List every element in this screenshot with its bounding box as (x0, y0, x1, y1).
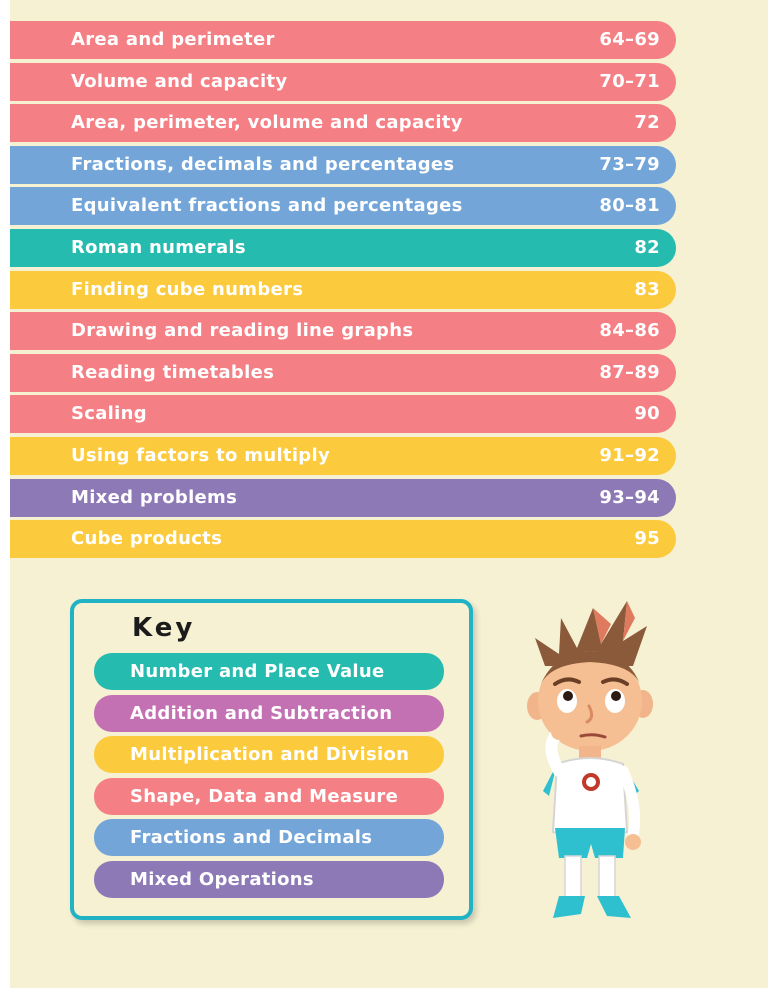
toc-row[interactable]: Equivalent fractions and percentages 80–… (10, 187, 676, 226)
toc-row[interactable]: Reading timetables 87–89 (10, 353, 676, 392)
toc-page-range: 83 (634, 278, 660, 300)
toc-topic-title: Mixed problems (71, 486, 238, 508)
thinking-boy-character-icon (527, 601, 653, 918)
toc-topic-title: Finding cube numbers (71, 278, 304, 300)
toc-topic-title: Scaling (71, 403, 147, 425)
toc-row[interactable]: Mixed problems 93–94 (10, 478, 676, 517)
key-item-label: Multiplication and Division (130, 744, 410, 765)
key-item-label: Shape, Data and Measure (130, 785, 399, 807)
key-item-addition-subtraction: Addition and Subtraction (94, 694, 444, 732)
toc-page-range: 73–79 (599, 153, 660, 175)
toc-page-range: 90 (634, 403, 660, 425)
toc-topic-title: Cube products (71, 528, 223, 550)
toc-row[interactable]: Cube products 95 (10, 520, 676, 559)
table-of-contents: Area and perimeter 64–69 Volume and capa… (10, 21, 676, 562)
toc-row[interactable]: Volume and capacity 70–71 (10, 62, 676, 101)
toc-page-range: 64–69 (599, 29, 660, 50)
toc-row[interactable]: Area and perimeter 64–69 (10, 21, 676, 59)
toc-page-range: 95 (634, 528, 660, 550)
key-item-label: Addition and Subtraction (130, 702, 393, 724)
toc-topic-title: Fractions, decimals and percentages (71, 153, 455, 175)
toc-topic-title: Reading timetables (71, 361, 275, 383)
toc-page-range: 91–92 (599, 444, 660, 466)
key-item-fractions-decimals: Fractions and Decimals (94, 819, 444, 856)
key-item-label: Number and Place Value (130, 661, 385, 682)
key-item-number-place-value: Number and Place Value (94, 653, 444, 690)
toc-topic-title: Volume and capacity (71, 70, 288, 92)
toc-page-range: 72 (634, 112, 660, 134)
toc-row[interactable]: Fractions, decimals and percentages 73–7… (10, 145, 676, 184)
toc-page-range: 70–71 (599, 70, 660, 92)
toc-row[interactable]: Using factors to multiply 91–92 (10, 436, 676, 475)
toc-topic-title: Roman numerals (71, 236, 246, 258)
toc-page-range: 87–89 (599, 361, 660, 383)
toc-page-range: 93–94 (599, 486, 660, 508)
toc-row[interactable]: Area, perimeter, volume and capacity 72 (10, 104, 676, 143)
toc-row[interactable]: Drawing and reading line graphs 84–86 (10, 312, 676, 351)
key-item-multiplication-division: Multiplication and Division (94, 736, 444, 773)
page-background: Area and perimeter 64–69 Volume and capa… (10, 0, 768, 988)
toc-topic-title: Using factors to multiply (71, 444, 330, 466)
key-item-label: Fractions and Decimals (130, 827, 373, 848)
toc-page-range: 82 (634, 236, 660, 258)
key-legend-box: Key Number and Place Value Addition and … (70, 599, 473, 920)
key-item-shape-data-measure: Shape, Data and Measure (94, 777, 444, 815)
toc-topic-title: Area and perimeter (71, 29, 275, 50)
toc-row[interactable]: Finding cube numbers 83 (10, 270, 676, 309)
toc-topic-title: Drawing and reading line graphs (71, 320, 414, 342)
toc-topic-title: Area, perimeter, volume and capacity (71, 112, 463, 134)
key-item-mixed-operations: Mixed Operations (94, 860, 444, 898)
key-item-label: Mixed Operations (130, 868, 314, 890)
toc-row[interactable]: Roman numerals 82 (10, 228, 676, 267)
toc-page-range: 80–81 (599, 195, 660, 217)
key-title: Key (132, 613, 196, 643)
toc-page-range: 84–86 (599, 320, 660, 342)
toc-topic-title: Equivalent fractions and percentages (71, 195, 463, 217)
toc-row[interactable]: Scaling 90 (10, 395, 676, 434)
